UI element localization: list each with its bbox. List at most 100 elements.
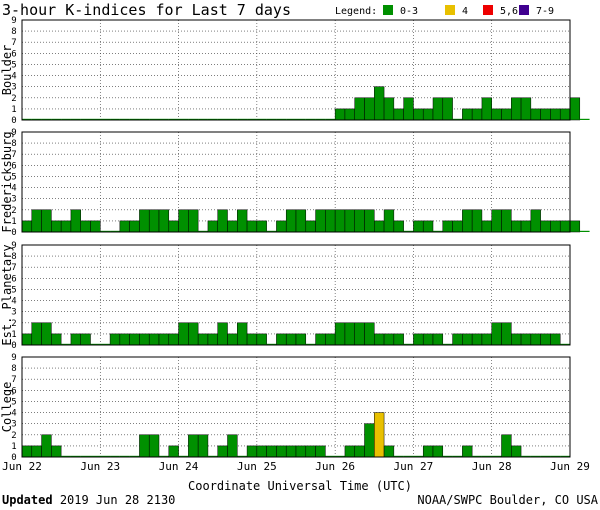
- bar: [344, 108, 355, 121]
- bar: [178, 322, 189, 346]
- bar: [354, 97, 365, 121]
- bar: [481, 333, 492, 346]
- y-tick-label: 4: [11, 72, 16, 82]
- legend: Legend: 0-3 4 5,6 7-9: [335, 5, 554, 17]
- bar: [227, 434, 238, 458]
- bar: [159, 118, 169, 120]
- bar: [491, 209, 502, 233]
- bar: [383, 97, 395, 121]
- panel-frame: [21, 131, 571, 233]
- bar: [237, 209, 248, 233]
- y-tick-label: 0: [11, 341, 16, 351]
- x-tick-label: Jun 28: [472, 460, 512, 473]
- bar: [511, 445, 522, 458]
- bar: [246, 333, 258, 346]
- legend-label-0: 0-3: [400, 6, 418, 17]
- y-tick-label: 1: [11, 442, 16, 452]
- bar: [41, 322, 52, 346]
- bar: [110, 118, 120, 120]
- bar: [491, 455, 502, 457]
- bar: [100, 343, 111, 345]
- bar: [354, 209, 365, 233]
- legend-label-2: 5,6: [500, 6, 518, 17]
- bar: [413, 455, 424, 457]
- bar: [266, 343, 277, 345]
- bar: [472, 455, 482, 457]
- bar: [51, 445, 62, 458]
- bar: [403, 97, 414, 121]
- bar: [266, 230, 277, 232]
- bar: [276, 220, 287, 233]
- bar: [90, 343, 101, 345]
- footer: Updated 2019 Jun 28 2130 NOAA/SWPC Bould…: [2, 493, 599, 507]
- bar: [246, 445, 258, 458]
- bar: [403, 230, 414, 232]
- bar: [139, 434, 150, 458]
- bar: [207, 220, 218, 233]
- bar: [432, 97, 444, 121]
- bar: [413, 220, 424, 233]
- bar: [550, 455, 561, 457]
- bar: [383, 445, 395, 458]
- y-tick-label: 2: [11, 206, 16, 216]
- panel-label: College: [0, 382, 14, 433]
- bar: [471, 108, 483, 121]
- bar: [109, 333, 121, 346]
- bar: [540, 220, 551, 233]
- bar: [305, 343, 316, 345]
- bar: [256, 220, 267, 233]
- bar: [159, 455, 169, 457]
- bar: [462, 108, 473, 121]
- y-tick-label: 5: [11, 397, 16, 407]
- bar: [227, 333, 238, 346]
- bar: [550, 108, 561, 121]
- bar: [148, 209, 160, 233]
- bar: [334, 322, 346, 346]
- bar: [432, 333, 444, 346]
- panel-label: Boulder: [0, 45, 14, 96]
- bar: [148, 434, 160, 458]
- y-tick-label: 5: [11, 60, 16, 70]
- bar: [511, 220, 522, 233]
- chart-title: 3-hour K-indices for Last 7 days: [2, 1, 291, 19]
- bar: [295, 333, 307, 346]
- bar: [31, 118, 42, 120]
- y-tick-label: 7: [11, 150, 16, 160]
- y-tick-label: 7: [11, 375, 16, 385]
- bar: [520, 333, 532, 346]
- bar: [217, 118, 228, 120]
- bar: [139, 209, 150, 233]
- bar: [256, 118, 267, 120]
- updated-label: Updated: [2, 493, 53, 507]
- bar: [501, 434, 512, 458]
- legend-title: Legend:: [335, 6, 377, 17]
- bar: [550, 220, 561, 233]
- bar: [501, 108, 512, 121]
- y-tick-label: 8: [11, 27, 16, 37]
- bar: [295, 209, 307, 233]
- bar: [354, 322, 365, 346]
- bar: [139, 118, 150, 120]
- bar: [442, 97, 453, 121]
- bar: [158, 209, 170, 233]
- y-tick-label: 3: [11, 308, 16, 318]
- x-tick-label: Jun 29: [550, 460, 590, 473]
- panel-frame: [21, 19, 571, 121]
- bar: [80, 118, 91, 120]
- y-tick-label: 4: [11, 184, 16, 194]
- x-tick-label: Jun 27: [394, 460, 434, 473]
- bar: [520, 220, 532, 233]
- bar: [540, 333, 551, 346]
- y-tick-label: 4: [11, 297, 16, 307]
- bar: [403, 455, 414, 457]
- bar: [21, 445, 33, 458]
- bar: [462, 445, 473, 458]
- y-tick-label: 1: [11, 217, 16, 227]
- bar: [51, 118, 62, 120]
- y-tick-label: 7: [11, 263, 16, 273]
- bar: [334, 209, 346, 233]
- bar: [433, 230, 443, 232]
